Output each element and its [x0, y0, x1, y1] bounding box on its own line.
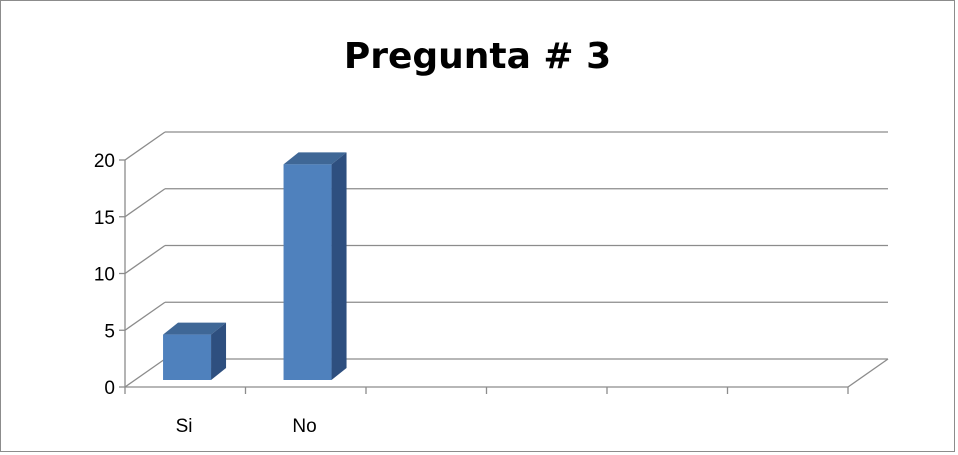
y-tick-labels: 0 5 10 15 20 [94, 151, 115, 399]
bar-Si [163, 322, 227, 380]
y-tick-label: 15 [94, 208, 115, 229]
y-tick-label: 0 [104, 378, 115, 399]
x-category-label: No [292, 416, 316, 437]
bar-front [163, 334, 212, 380]
bar-top [163, 322, 227, 335]
gridline-diagonal [124, 131, 166, 161]
bar-No [283, 152, 347, 380]
x-category-labels: Si No [176, 416, 317, 437]
gridline-diagonal [124, 188, 166, 218]
chart-title: Pregunta # 3 [343, 36, 612, 77]
axes [119, 159, 849, 394]
gridline-diagonal [124, 301, 166, 331]
x-category-label: Si [176, 416, 193, 437]
y-tick-label: 20 [94, 151, 115, 172]
bar-front [283, 164, 332, 380]
gridlines [124, 131, 889, 388]
bar-side [331, 152, 347, 380]
gridline-diagonal [124, 244, 166, 275]
y-tick-label: 10 [94, 265, 115, 286]
floor-right-edge [847, 358, 889, 388]
gridline-diagonal [124, 358, 166, 388]
bar-top [283, 152, 347, 165]
bars [163, 152, 347, 380]
y-tick-label: 5 [104, 321, 115, 342]
bar-side [211, 322, 227, 380]
